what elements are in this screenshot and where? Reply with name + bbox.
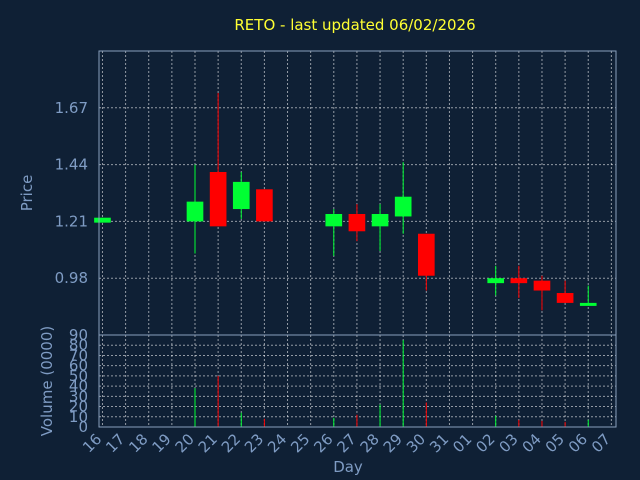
candle-body [209, 172, 227, 227]
price-tick-label: 0.98 [55, 269, 88, 287]
day-tick-label: 07 [588, 430, 614, 456]
candle-body [579, 302, 597, 306]
volume-tick-label: 0 [78, 418, 88, 436]
chart-title: RETO - last updated 06/02/2026 [234, 16, 475, 34]
x-axis-label: Day [333, 458, 363, 476]
candle-body [325, 213, 343, 227]
candle-body [417, 233, 435, 276]
candle-body [510, 278, 528, 284]
volume-tick-label: 30 [69, 387, 88, 405]
grid-layer [99, 51, 616, 428]
candle-body [348, 213, 366, 232]
candle-body [94, 217, 111, 223]
candle-body [371, 213, 389, 227]
candle-body [256, 189, 273, 222]
volume-axis-label: Volume (0000) [38, 326, 56, 436]
volume-tick-label: 40 [69, 377, 88, 395]
price-tick-label: 1.21 [55, 212, 88, 230]
volume-panel-frame [98, 334, 617, 428]
candle-body [186, 201, 204, 222]
volume-tick-label: 20 [69, 398, 88, 416]
volume-tick-label: 80 [69, 336, 88, 354]
volume-tick-label: 10 [69, 408, 88, 426]
candle-body [487, 278, 505, 284]
x-tick-labels: 1617181920212223242526272829303101020304… [79, 430, 614, 456]
price-tick-label: 1.44 [55, 156, 88, 174]
volume-tick-label: 90 [69, 326, 88, 344]
candle-body [533, 280, 551, 291]
candles [94, 92, 597, 311]
candle-body [556, 293, 574, 303]
volume-tick-label: 50 [69, 367, 88, 385]
price-tick-label: 1.67 [55, 99, 88, 117]
candle-body [232, 181, 250, 210]
candle-body [394, 196, 412, 217]
price-axis-label: Price [18, 175, 36, 212]
price-panel-frame [98, 50, 617, 336]
volume-tick-label: 70 [69, 346, 88, 364]
volume-tick-label: 60 [69, 357, 88, 375]
volume-bars [194, 340, 589, 427]
